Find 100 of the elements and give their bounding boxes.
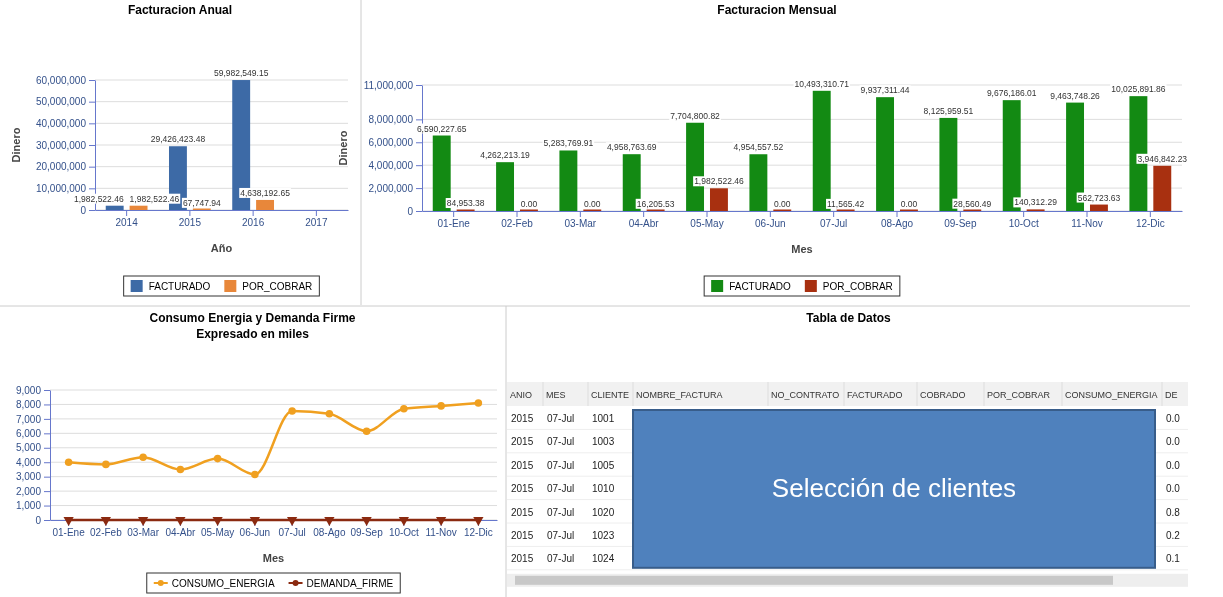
text: 1023 bbox=[592, 530, 615, 541]
text: 1010 bbox=[592, 483, 615, 495]
point bbox=[473, 517, 484, 526]
y-tick-label: 8,000,000 bbox=[368, 114, 414, 126]
x-tick-label: 2016 bbox=[242, 217, 265, 229]
text: 07-Jul bbox=[547, 413, 575, 424]
category-label: MES bbox=[546, 390, 566, 400]
y-tick-label: 4,000,000 bbox=[368, 159, 414, 171]
y-tick-label: 11,000,000 bbox=[363, 79, 414, 91]
x-tick-label: 01-Ene bbox=[52, 527, 86, 539]
point bbox=[287, 517, 298, 526]
y-tick-label: 30,000,000 bbox=[35, 139, 87, 151]
point bbox=[249, 517, 260, 526]
x-tick-label: 2017 bbox=[305, 217, 328, 229]
text: 1001 bbox=[592, 413, 615, 424]
data-label: 1,982,522.46 bbox=[694, 176, 745, 187]
text: Tabla de Datos bbox=[806, 311, 892, 325]
point bbox=[100, 517, 111, 526]
y-tick-label: 5,000 bbox=[15, 442, 42, 454]
y-tick-label: 0 bbox=[407, 205, 414, 217]
data-label: 140,312.29 bbox=[1014, 197, 1058, 208]
text: 0.0 bbox=[1166, 459, 1180, 471]
legend-label: CONSUMO_ENERGIA bbox=[171, 578, 275, 589]
point bbox=[398, 517, 409, 526]
text: 2015 bbox=[511, 553, 534, 565]
x-tick-label: 05-May bbox=[200, 527, 235, 539]
point bbox=[63, 517, 74, 526]
data-label: 0.00 bbox=[584, 199, 601, 209]
y-tick-label: 9,000 bbox=[15, 384, 42, 396]
text: 2015 bbox=[511, 483, 534, 495]
x-tick-label: 12-Dic bbox=[1135, 218, 1165, 230]
category-label: COBRADO bbox=[920, 390, 966, 400]
text: 1003 bbox=[592, 436, 615, 448]
point bbox=[474, 399, 483, 407]
point bbox=[437, 402, 445, 410]
legend-label: FACTURADO bbox=[148, 281, 211, 292]
x-tick-label: 03-Mar bbox=[564, 218, 597, 230]
bar bbox=[559, 150, 578, 211]
data-label: 59,982,549.15 bbox=[214, 68, 269, 79]
text: 0.0 bbox=[1166, 436, 1180, 448]
data-label: 9,937,311.44 bbox=[860, 85, 910, 96]
category-label: CONSUMO_ENERGIA bbox=[1065, 390, 1158, 400]
x-tick-label: 04-Abr bbox=[628, 218, 660, 230]
text: 0.2 bbox=[1166, 530, 1180, 541]
y-tick-label: 2,000,000 bbox=[368, 182, 414, 194]
x-tick-label: 06-Jun bbox=[755, 218, 786, 230]
category-label: POR_COBRAR bbox=[987, 390, 1051, 400]
legend-label: POR_COBRAR bbox=[822, 281, 893, 292]
y-axis-title: Dinero bbox=[337, 130, 349, 166]
y-tick-label: 60,000,000 bbox=[35, 74, 87, 86]
y-tick-label: 0 bbox=[80, 204, 87, 216]
point bbox=[324, 517, 335, 526]
x-tick-label: 11-Nov bbox=[1071, 218, 1103, 230]
y-tick-label: 4,000 bbox=[15, 456, 42, 468]
point bbox=[400, 405, 408, 413]
text: 07-Jul bbox=[547, 459, 575, 471]
x-tick-label: 01-Ene bbox=[437, 218, 471, 230]
point bbox=[362, 427, 371, 435]
y-tick-label: 6,000 bbox=[15, 428, 42, 440]
data-label: 4,954,557.52 bbox=[733, 142, 784, 153]
data-label: 16,205.53 bbox=[636, 198, 675, 209]
category-label: ANIO bbox=[510, 390, 533, 400]
y-tick-label: 50,000,000 bbox=[35, 96, 87, 108]
category-label: DE bbox=[1165, 390, 1178, 400]
data-label: 29,426,423.48 bbox=[150, 134, 206, 145]
data-label: 6,590,227.65 bbox=[416, 123, 467, 134]
point bbox=[64, 458, 73, 466]
legend-label: FACTURADO bbox=[729, 281, 792, 292]
x-tick-label: 07-Jul bbox=[820, 218, 848, 230]
category-label: NOMBRE_FACTURA bbox=[636, 390, 723, 400]
data-label: 9,676,186.01 bbox=[986, 88, 1037, 99]
bar bbox=[105, 205, 124, 210]
data-label: 9,463,748.26 bbox=[1050, 90, 1101, 101]
data-label: 67,747.94 bbox=[182, 197, 221, 208]
chart-title: Facturacion Mensual bbox=[717, 3, 837, 17]
x-tick-label: 09-Sep bbox=[944, 218, 977, 230]
y-tick-label: 10,000,000 bbox=[35, 183, 87, 195]
data-label: 3,946,842.23 bbox=[1137, 153, 1188, 164]
y-tick-label: 7,000 bbox=[15, 413, 42, 425]
data-label: 0.00 bbox=[900, 199, 918, 209]
y-tick-label: 2,000 bbox=[15, 485, 42, 497]
bar bbox=[876, 97, 895, 211]
legend-label: POR_COBRAR bbox=[242, 281, 313, 292]
x-tick-label: 05-May bbox=[690, 218, 724, 230]
point bbox=[138, 517, 149, 526]
x-axis-title: Mes bbox=[262, 552, 285, 564]
data-label: 10,025,891.86 bbox=[1111, 84, 1166, 95]
text: 07-Jul bbox=[547, 506, 575, 518]
x-tick-label: 06-Jun bbox=[239, 527, 271, 539]
bar bbox=[129, 205, 148, 210]
point bbox=[139, 453, 147, 461]
x-tick-label: 2015 bbox=[178, 217, 202, 229]
x-tick-label: 08-Ago bbox=[313, 527, 346, 539]
data-label: 8,125,959.51 bbox=[923, 105, 974, 116]
category-label: NO_CONTRATO bbox=[771, 390, 840, 400]
text: 0.0 bbox=[1166, 483, 1180, 495]
point bbox=[176, 465, 185, 474]
y-tick-label: 3,000 bbox=[15, 471, 42, 483]
text: 2015 bbox=[511, 506, 534, 518]
x-axis-title: Año bbox=[210, 242, 233, 254]
